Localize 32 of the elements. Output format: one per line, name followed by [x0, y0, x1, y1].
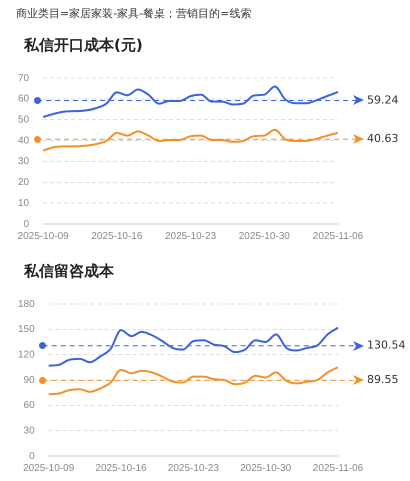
- y-tick-label: 30: [24, 425, 36, 436]
- text: 商业类目=家居家装-家具-餐桌；营销目的=线索: [15, 6, 252, 22]
- x-tick-label: 2025-10-30: [238, 230, 290, 242]
- chart-title: 私信留咨成本: [22, 261, 115, 282]
- y-tick-label: 120: [18, 349, 36, 360]
- y-tick-label: 70: [18, 72, 30, 84]
- x-tick-label: 2025-10-23: [164, 230, 217, 242]
- x-tick-label: 2025-10-16: [91, 230, 143, 242]
- ref-line-label: 40.63: [367, 132, 398, 146]
- y-tick-label: 60: [18, 94, 30, 105]
- y-tick-label: 30: [18, 156, 30, 168]
- y-tick-label: 20: [18, 177, 30, 188]
- y-tick-label: 50: [18, 114, 30, 126]
- y-tick-label: 180: [18, 298, 36, 310]
- x-tick-label: 2025-10-23: [168, 462, 220, 474]
- chart-title: 私信开口成本(元): [22, 35, 144, 56]
- ref-line-label: 59.24: [367, 93, 398, 106]
- x-tick-label: 2025-10-09: [23, 462, 75, 474]
- y-tick-label: 10: [18, 198, 30, 209]
- x-tick-label: 2025-10-09: [18, 230, 70, 242]
- y-tick-label: 0: [24, 218, 30, 230]
- y-tick-label: 40: [18, 135, 30, 146]
- ref-line-label: 89.55: [367, 373, 398, 386]
- x-tick-label: 2025-10-30: [240, 462, 292, 474]
- y-tick-label: 60: [24, 400, 36, 412]
- x-tick-label: 2025-11-06: [312, 462, 364, 474]
- x-tick-label: 2025-10-16: [95, 462, 148, 474]
- ref-line-label: 130.54: [367, 338, 406, 352]
- y-tick-label: 0: [29, 450, 36, 462]
- y-tick-label: 90: [24, 374, 36, 386]
- y-tick-label: 150: [18, 324, 36, 336]
- x-tick-label: 2025-11-06: [312, 230, 364, 242]
